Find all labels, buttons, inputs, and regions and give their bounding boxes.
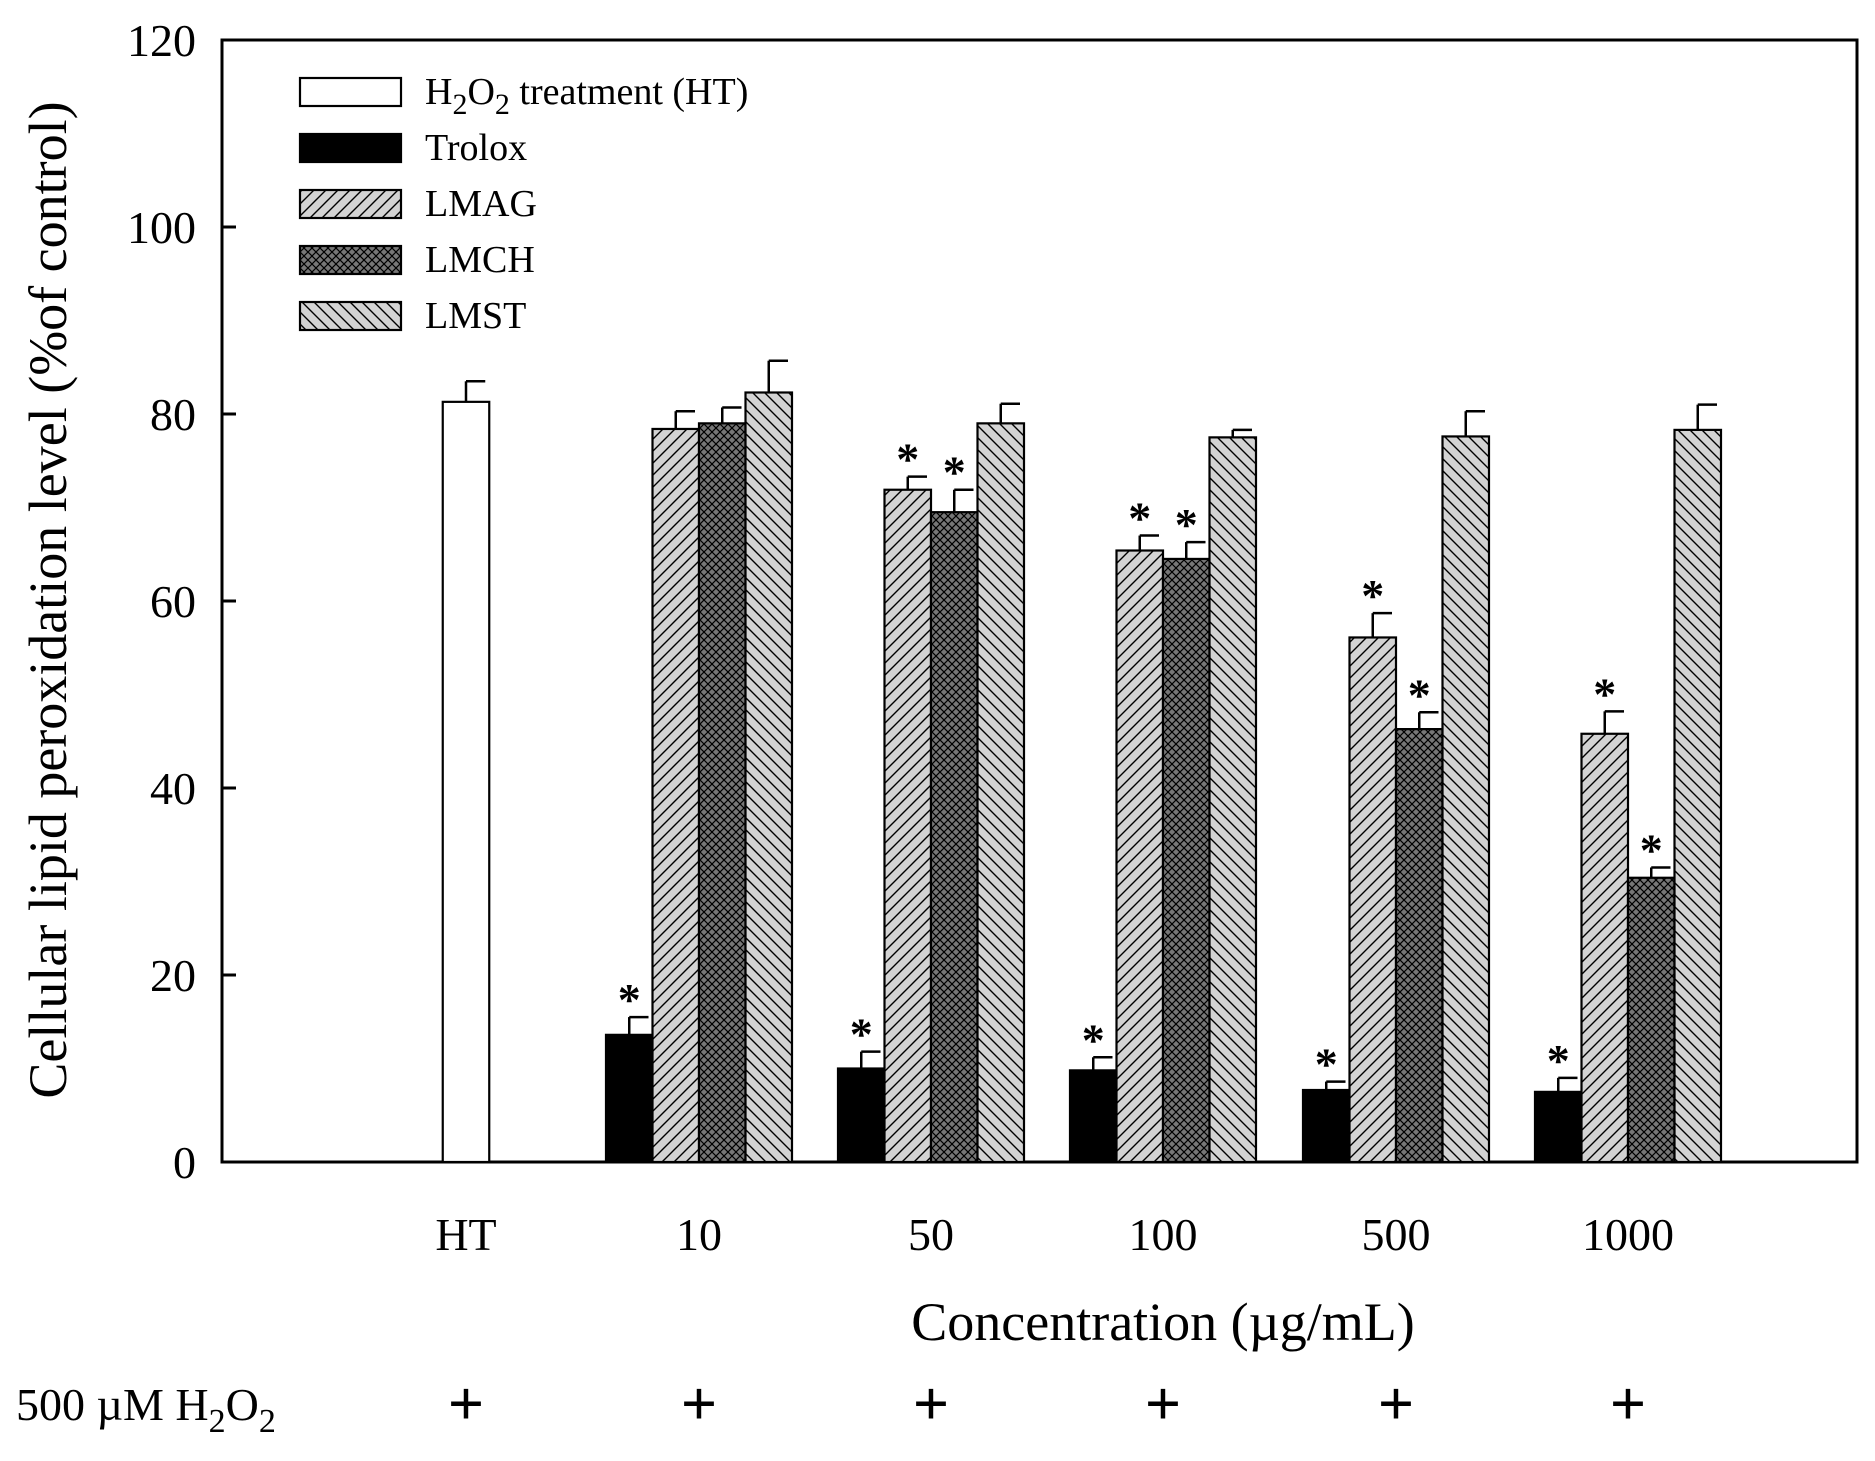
y-tick-label: 40 — [150, 763, 196, 814]
y-tick-label: 20 — [150, 950, 196, 1001]
significance-star: * — [850, 1009, 873, 1060]
treatment-row-label: 500 µM H2O2 — [16, 1379, 276, 1440]
significance-star: * — [1361, 570, 1384, 621]
bar-lmch-500 — [1394, 727, 1444, 1164]
treatment-label-prefix: 500 µM H — [16, 1379, 209, 1430]
x-tick-label: 50 — [908, 1209, 954, 1260]
bar-lmag-1000 — [1580, 732, 1630, 1164]
y-tick-label: 80 — [150, 389, 196, 440]
treatment-plus-mark: + — [913, 1368, 949, 1439]
legend-label: Trolox — [425, 127, 527, 169]
significance-star: * — [1408, 669, 1431, 720]
significance-star: * — [1082, 1014, 1105, 1065]
significance-star: * — [896, 434, 919, 485]
bar-lmch-50 — [929, 511, 979, 1164]
legend-label-part: 2 — [495, 88, 510, 121]
treatment-plus-mark: + — [1610, 1368, 1646, 1439]
bars-group: * * * * * * * * * * * * * — [441, 359, 1723, 1164]
legend-swatch-lmst — [298, 300, 403, 332]
bar-lmst-100 — [1208, 436, 1258, 1164]
x-tick-label: 500 — [1362, 1209, 1431, 1260]
treatment-plus-mark: + — [1378, 1368, 1414, 1439]
bar-lmag-10 — [651, 427, 701, 1164]
x-tick-label: 10 — [676, 1209, 722, 1260]
bar-lmag-500 — [1348, 636, 1398, 1164]
bar-trolox-100 — [1068, 1069, 1118, 1164]
x-tick-label: HT — [435, 1209, 496, 1260]
significance-star: * — [943, 447, 966, 498]
bar-trolox-50 — [836, 1067, 886, 1164]
bar-h2o2-treatment-ht--HT — [441, 400, 491, 1164]
legend-label: H2O2 treatment (HT) — [425, 71, 748, 121]
legend-swatch-lmag — [298, 188, 403, 220]
bar-trolox-1000 — [1533, 1090, 1583, 1164]
legend-label: LMST — [425, 295, 526, 337]
significance-star: * — [1175, 499, 1198, 550]
legend-label-part: treatment (HT) — [510, 71, 748, 113]
significance-star: * — [1128, 493, 1151, 544]
y-axis: 0 20 40 60 80 100 120 — [127, 15, 236, 1188]
bar-lmst-10 — [744, 391, 794, 1164]
treatment-label-sub1: 2 — [209, 1403, 226, 1440]
bar-lmag-50 — [883, 488, 933, 1164]
bar-trolox-500 — [1301, 1088, 1351, 1164]
y-tick-label: 0 — [173, 1137, 196, 1188]
legend-swatch-lmch — [298, 244, 403, 276]
bar-lmst-1000 — [1673, 428, 1723, 1164]
significance-star: * — [618, 974, 641, 1025]
x-axis-label: Concentration (µg/mL) — [911, 1292, 1414, 1352]
legend-label: LMCH — [425, 239, 535, 281]
bar-trolox-10 — [604, 1033, 654, 1164]
y-tick-label: 60 — [150, 576, 196, 627]
bar-lmch-100 — [1161, 557, 1211, 1164]
legend-label-part: 2 — [452, 88, 467, 121]
x-tick-label: 1000 — [1582, 1209, 1674, 1260]
legend-label-part: O — [467, 71, 494, 113]
y-tick-label: 120 — [127, 15, 196, 66]
y-tick-label: 100 — [127, 202, 196, 253]
treatment-marks: + + + + + + — [448, 1368, 1646, 1439]
bar-lmst-50 — [976, 422, 1026, 1164]
y-axis-label: Cellular lipid peroxidation level (%of c… — [18, 101, 78, 1098]
legend-label-part: H — [425, 71, 452, 113]
legend-label: LMAG — [425, 183, 537, 225]
significance-star: * — [1547, 1035, 1570, 1086]
significance-star: * — [1593, 668, 1616, 719]
bar-lmst-500 — [1441, 435, 1491, 1164]
legend-swatch-trolox — [298, 132, 403, 164]
treatment-plus-mark: + — [448, 1368, 484, 1439]
x-axis: HT 10 50 100 500 1000 — [435, 1148, 1674, 1260]
treatment-label-sub2: 2 — [259, 1403, 276, 1440]
treatment-label-mid: O — [226, 1379, 259, 1430]
treatment-plus-mark: + — [681, 1368, 717, 1439]
treatment-plus-mark: + — [1145, 1368, 1181, 1439]
legend-swatch-h2o2-treatment-ht- — [298, 76, 403, 108]
significance-star: * — [1640, 824, 1663, 875]
x-tick-label: 100 — [1129, 1209, 1198, 1260]
significance-star: * — [1315, 1039, 1338, 1090]
bar-lmch-10 — [697, 422, 747, 1164]
bar-lmch-1000 — [1626, 876, 1676, 1164]
bar-lmag-100 — [1115, 549, 1165, 1164]
